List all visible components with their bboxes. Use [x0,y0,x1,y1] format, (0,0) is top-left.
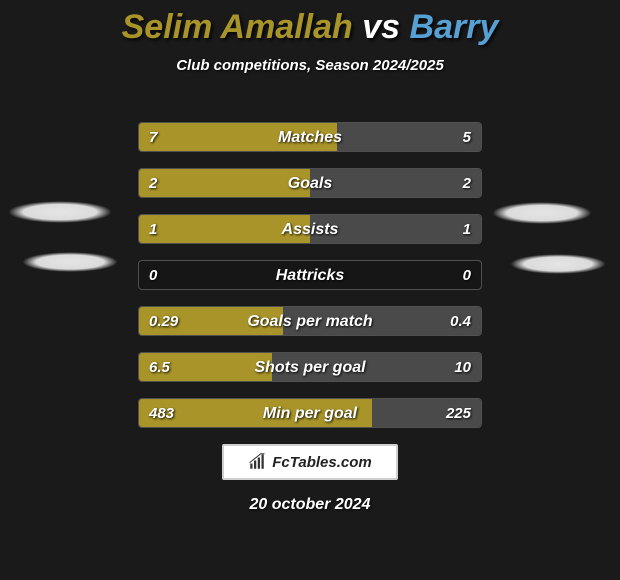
stat-row: 1Assists1 [138,214,482,244]
player-shadow [492,202,592,224]
stat-value-right: 1 [463,215,471,244]
stat-row: 6.5Shots per goal10 [138,352,482,382]
stat-value-right: 5 [463,123,471,152]
stat-label: Shots per goal [139,353,481,382]
stat-label: Hattricks [139,261,481,290]
player1-name: Selim Amallah [122,8,353,46]
stat-value-right: 225 [446,399,471,428]
stat-label: Goals [139,169,481,198]
stat-label: Min per goal [139,399,481,428]
comparison-title: Selim Amallah vs Barry [0,0,620,47]
brand-text: FcTables.com [272,454,371,471]
stat-value-right: 10 [454,353,471,382]
stat-label: Goals per match [139,307,481,336]
player-shadow [510,254,606,274]
player-shadow [8,201,112,223]
stat-row: 0.29Goals per match0.4 [138,306,482,336]
subtitle: Club competitions, Season 2024/2025 [0,57,620,74]
stat-row: 7Matches5 [138,122,482,152]
stat-label: Assists [139,215,481,244]
stat-value-right: 0 [463,261,471,290]
stat-value-right: 2 [463,169,471,198]
player-shadow [22,252,118,272]
stat-row: 2Goals2 [138,168,482,198]
date-text: 20 october 2024 [0,496,620,514]
player2-name: Barry [410,8,499,46]
stats-table: 7Matches52Goals21Assists10Hattricks00.29… [138,122,482,428]
stat-row: 483Min per goal225 [138,398,482,428]
stat-value-right: 0.4 [450,307,471,336]
chart-icon [248,453,266,471]
brand-badge: FcTables.com [222,444,398,480]
vs-text: vs [362,8,400,46]
stat-row: 0Hattricks0 [138,260,482,290]
stat-label: Matches [139,123,481,152]
